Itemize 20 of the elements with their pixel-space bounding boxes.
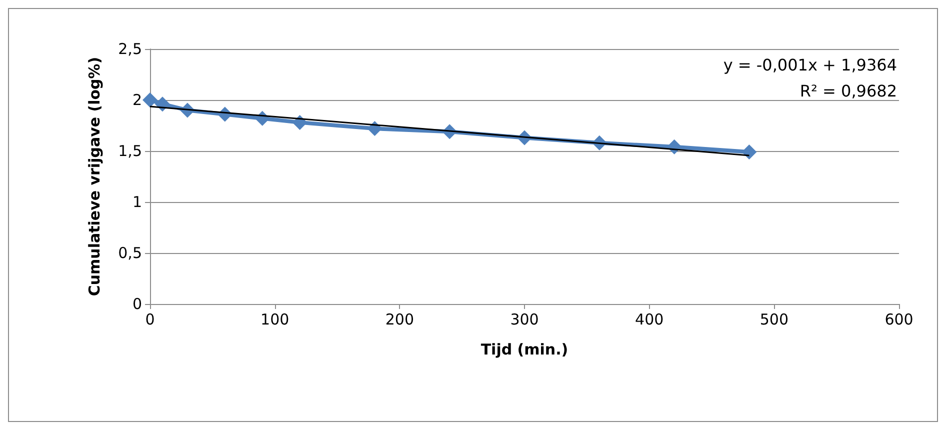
y-tick-label: 1: [132, 193, 142, 211]
y-tick-label: 1,5: [118, 142, 142, 160]
x-tick-label: 0: [145, 310, 155, 328]
y-tick-label: 0,5: [118, 244, 142, 262]
y-tick-label: 2: [132, 91, 142, 109]
x-tick-label: 100: [260, 310, 290, 328]
x-tick-label: 300: [510, 310, 539, 328]
x-tick-label: 500: [760, 310, 788, 328]
y-axis-title: Cumulatieve vrijgave (log%): [86, 56, 104, 296]
point: [742, 144, 757, 160]
y-tick-label: 0: [132, 295, 142, 313]
x-tick-label: 200: [385, 310, 414, 328]
y-tick-label: 2,5: [118, 40, 142, 58]
point: [142, 92, 158, 108]
annotation: y = -0,001x + 1,9364: [723, 56, 897, 74]
x-tick-label: 600: [884, 310, 914, 328]
x-tick-label: 400: [635, 310, 664, 328]
x-axis-title: Tijd (min.): [480, 340, 568, 358]
point: [292, 114, 308, 130]
annotation: R² = 0,9682: [800, 82, 897, 100]
